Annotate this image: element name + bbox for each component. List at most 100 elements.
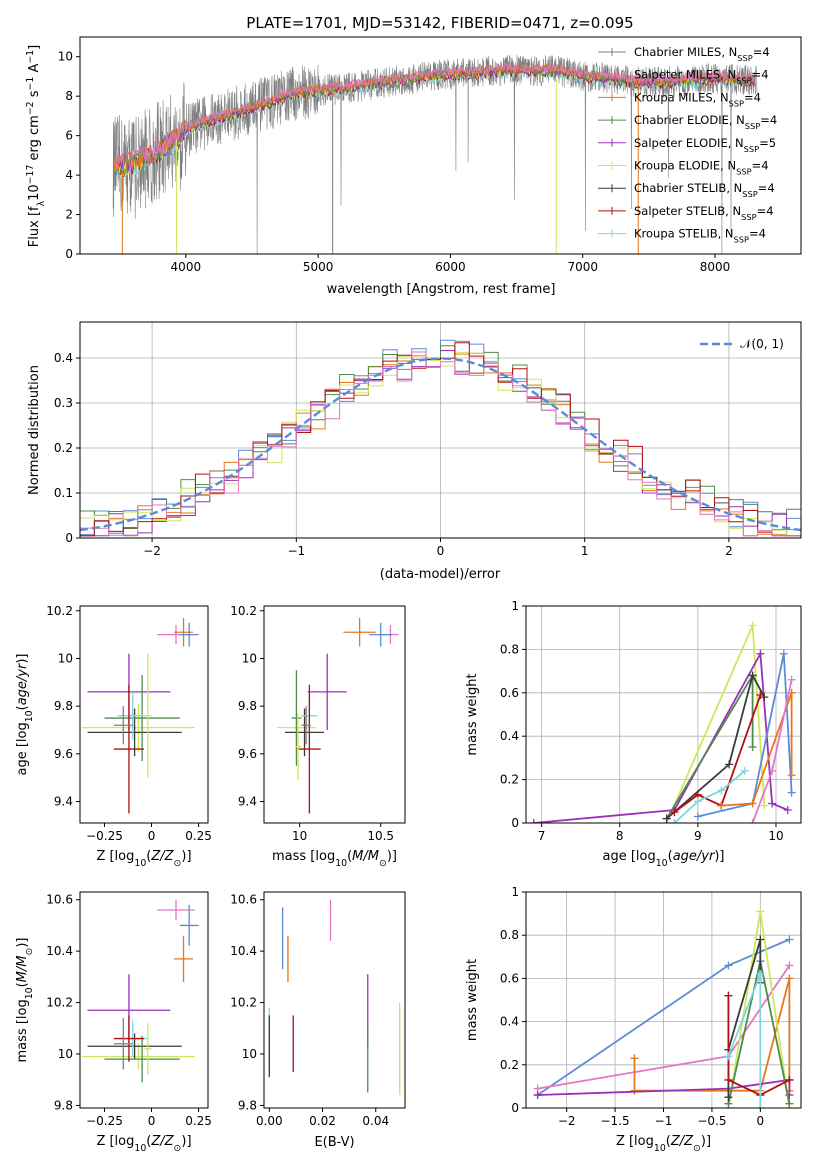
x-tick-label: −2 — [558, 1114, 576, 1128]
weight-series-line — [673, 694, 762, 813]
y-tick-label: 9.4 — [54, 795, 73, 809]
x-tick-label: 10 — [768, 829, 783, 843]
y-tick-label: 0.8 — [500, 928, 519, 942]
y-tick-label: 0 — [511, 816, 519, 830]
axes-frame — [79, 891, 209, 1109]
spectrum-model-line — [114, 62, 755, 172]
weight-point-marker — [748, 819, 757, 823]
y-tick-label: 10.2 — [230, 604, 257, 618]
plot-area — [80, 339, 801, 537]
weight-point-marker — [724, 1075, 733, 1084]
x-tick-label: 0 — [437, 544, 445, 558]
x-tick-label: 9 — [694, 829, 702, 843]
weight-point-marker — [693, 797, 702, 806]
y-tick-label: 0.3 — [54, 396, 73, 410]
weight-point-marker — [724, 991, 733, 1000]
y-tick-label: 8 — [65, 89, 73, 103]
legend-label: Kroupa STELIB, NSSP=4 — [634, 227, 766, 245]
weight-point-marker — [787, 788, 796, 797]
y-tick-label: 6 — [65, 129, 73, 143]
weight-point-marker — [760, 801, 769, 810]
x-tick-label: −0.5 — [697, 1114, 726, 1128]
y-tick-label: 10.6 — [46, 893, 73, 907]
weight-point-marker — [748, 799, 757, 808]
weight-series-line — [665, 672, 754, 820]
weight-point-marker — [748, 743, 757, 752]
mass-vs-ebv-xlabel: E(B-V) — [314, 1135, 354, 1150]
weight-point-marker — [724, 1052, 733, 1061]
y-tick-label: 9.8 — [238, 1098, 257, 1112]
legend-label: Chabrier STELIB, NSSP=4 — [634, 181, 775, 199]
weight-point-marker — [533, 1091, 542, 1100]
weight-point-marker — [785, 935, 794, 944]
weight-point-marker — [724, 1093, 733, 1102]
weight-point-marker — [670, 808, 679, 817]
age-vs-Z-ylabel: age [log10(age/yr)] — [15, 653, 35, 775]
y-tick-label: 10 — [58, 1047, 73, 1061]
y-tick-label: 10.2 — [46, 996, 73, 1010]
weight-point-marker — [756, 649, 765, 658]
legend-label: Salpeter STELIB, NSSP=4 — [634, 204, 774, 222]
y-tick-label: 1 — [511, 885, 519, 899]
weight-point-marker — [662, 814, 671, 823]
age-vs-Z-axes: −0.25 0 0.25 9.4 9.6 9.8 10 10.2 Z [log10(Z/Z⊙)]… — [15, 604, 212, 869]
y-tick-label: 10.2 — [46, 604, 73, 618]
weight-point-marker — [725, 760, 734, 769]
y-tick-label: 0.6 — [500, 686, 519, 700]
x-tick-label: 8000 — [700, 260, 731, 274]
x-tick-label: −0.25 — [86, 829, 123, 843]
x-tick-label: 10 — [292, 829, 307, 843]
mass-vs-Z-xlabel: Z [log10(Z/Z⊙)] — [96, 1134, 191, 1154]
y-tick-label: 9.4 — [238, 795, 257, 809]
weight-series-line — [673, 770, 746, 823]
x-tick-label: −0.25 — [86, 1114, 123, 1128]
x-tick-label: 10.5 — [367, 829, 394, 843]
weight-series-line — [721, 692, 793, 807]
y-tick-label: 0.4 — [500, 729, 519, 743]
histogram-step — [80, 351, 801, 537]
x-tick-label: 1 — [581, 544, 589, 558]
weight-point-marker — [779, 649, 788, 658]
mass-vs-Z-ylabel: mass [log10(M/M⊙)] — [15, 938, 35, 1063]
weight-point-marker — [785, 974, 794, 983]
weight-point-marker — [717, 786, 726, 795]
y-tick-label: 4 — [65, 168, 73, 182]
residuals-xlabel: (data-model)/error — [380, 567, 501, 582]
age-vs-Z-xlabel: Z [log10(Z/Z⊙)] — [96, 849, 191, 869]
axes-frame — [79, 605, 209, 824]
x-tick-label: 8 — [616, 829, 624, 843]
weight-point-marker — [740, 766, 749, 775]
age-vs-mass-axes: 10 10.5 9.4 9.6 9.8 10 10.2 mass [log10(M/M⊙)] — [230, 604, 406, 869]
y-tick-label: 9.6 — [238, 747, 257, 761]
y-tick-label: 0 — [65, 531, 73, 545]
plot-area — [81, 899, 199, 1083]
spectrum-axes: 4000 5000 6000 7000 8000 0 2 4 6 8 10 wavelength [A… — [25, 36, 802, 297]
x-tick-label: 0 — [148, 1114, 156, 1128]
spectrum-ylabel: Flux [fλ10−17 erg cm−2 s−1 A−1] — [25, 45, 47, 247]
legend-label: Chabrier ELODIE, NSSP=4 — [634, 113, 777, 131]
y-tick-label: 2 — [65, 208, 73, 222]
weight-point-marker — [787, 675, 796, 684]
y-tick-label: 10.2 — [230, 996, 257, 1010]
histogram-step — [80, 351, 801, 537]
weight-point-marker — [756, 690, 765, 699]
weight-point-marker — [785, 1099, 794, 1108]
x-tick-label: 0.04 — [362, 1114, 389, 1128]
age-vs-mass-xlabel: mass [log10(M/M⊙)] — [272, 849, 397, 869]
y-tick-label: 10 — [58, 651, 73, 665]
x-tick-label: 0.02 — [309, 1114, 336, 1128]
plot-area — [529, 621, 796, 823]
figure-title: PLATE=1701, MJD=53142, FIBERID=0471, z=0… — [246, 14, 633, 32]
x-tick-label: 7000 — [567, 260, 598, 274]
plot-area — [81, 617, 199, 814]
weight-point-marker — [768, 799, 777, 808]
mass-vs-ebv-axes: 0.00 0.02 0.04 9.8 10 10.2 10.4 10.6 E(B-V) — [230, 891, 406, 1150]
y-tick-label: 0.2 — [500, 773, 519, 787]
x-tick-label: 0.25 — [185, 1114, 212, 1128]
axes-frame — [263, 891, 406, 1109]
x-tick-label: −1.5 — [601, 1114, 630, 1128]
weight-vs-Z-xlabel: Z [log10(Z/Z⊙)] — [616, 1134, 711, 1154]
y-tick-label: 10.4 — [46, 944, 73, 958]
weight-point-marker — [756, 907, 765, 916]
weight-point-marker — [630, 1086, 639, 1095]
